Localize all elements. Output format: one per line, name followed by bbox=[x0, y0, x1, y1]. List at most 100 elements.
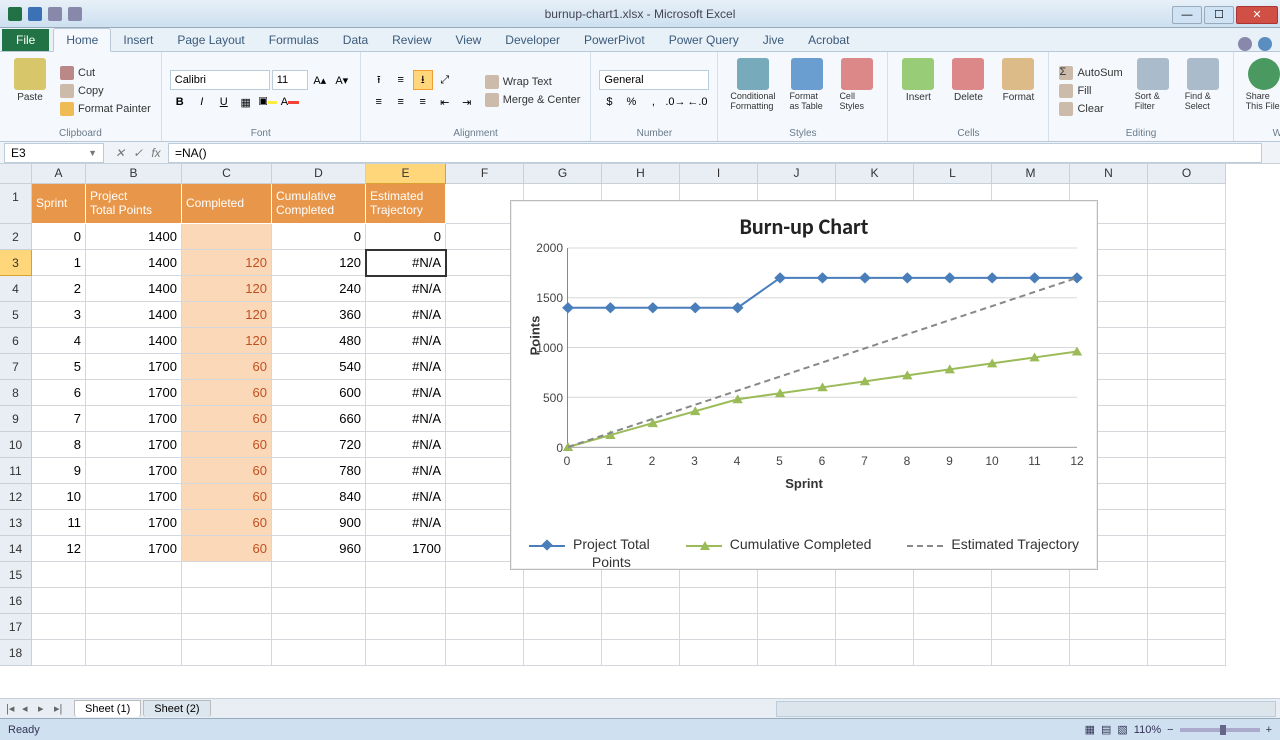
cell[interactable] bbox=[366, 614, 446, 640]
copy-button[interactable]: Copy bbox=[58, 83, 153, 99]
cell[interactable]: 1700 bbox=[86, 510, 182, 536]
cell[interactable] bbox=[366, 562, 446, 588]
maximize-button[interactable]: ☐ bbox=[1204, 6, 1234, 24]
first-sheet-button[interactable]: |◂ bbox=[6, 702, 20, 715]
decrease-font-button[interactable]: A▾ bbox=[332, 70, 352, 90]
cell[interactable] bbox=[1148, 328, 1226, 354]
cell[interactable] bbox=[182, 224, 272, 250]
column-header[interactable]: D bbox=[272, 164, 366, 184]
cell[interactable] bbox=[1148, 588, 1226, 614]
zoom-out-button[interactable]: − bbox=[1167, 724, 1173, 736]
align-middle-button[interactable]: ≡ bbox=[391, 70, 411, 90]
cell[interactable]: 7 bbox=[32, 406, 86, 432]
number-format-select[interactable] bbox=[599, 70, 709, 90]
cell[interactable] bbox=[758, 614, 836, 640]
cell[interactable] bbox=[86, 588, 182, 614]
row-header[interactable]: 6 bbox=[0, 328, 32, 354]
redo-icon[interactable] bbox=[68, 7, 82, 21]
ribbon-tab-page-layout[interactable]: Page Layout bbox=[165, 29, 256, 51]
cell[interactable] bbox=[1148, 302, 1226, 328]
cell[interactable]: 60 bbox=[182, 406, 272, 432]
cell[interactable]: 0 bbox=[32, 224, 86, 250]
cell[interactable]: #N/A bbox=[366, 380, 446, 406]
italic-button[interactable]: I bbox=[192, 92, 212, 112]
row-header[interactable]: 10 bbox=[0, 432, 32, 458]
cell[interactable] bbox=[836, 614, 914, 640]
row-header[interactable]: 15 bbox=[0, 562, 32, 588]
cell[interactable] bbox=[1148, 614, 1226, 640]
formula-input[interactable]: =NA() bbox=[168, 143, 1262, 163]
sheet-tab[interactable]: Sheet (1) bbox=[74, 700, 141, 717]
cell[interactable] bbox=[272, 588, 366, 614]
cell[interactable] bbox=[1148, 224, 1226, 250]
cell[interactable]: #N/A bbox=[366, 510, 446, 536]
cell[interactable] bbox=[524, 588, 602, 614]
next-sheet-button[interactable]: ▸ bbox=[38, 702, 52, 715]
cell[interactable] bbox=[182, 614, 272, 640]
cell[interactable] bbox=[1070, 614, 1148, 640]
sheet-tab[interactable]: Sheet (2) bbox=[143, 700, 210, 717]
bold-button[interactable]: B bbox=[170, 92, 190, 112]
percent-button[interactable]: % bbox=[621, 92, 641, 112]
cell[interactable]: 5 bbox=[32, 354, 86, 380]
cell[interactable]: 2 bbox=[32, 276, 86, 302]
row-header[interactable]: 7 bbox=[0, 354, 32, 380]
increase-decimal-button[interactable]: .0→ bbox=[665, 92, 685, 112]
help-icon[interactable] bbox=[1258, 37, 1272, 51]
cell[interactable] bbox=[992, 588, 1070, 614]
cell[interactable] bbox=[1070, 640, 1148, 666]
cell[interactable]: 60 bbox=[182, 458, 272, 484]
cell[interactable]: 8 bbox=[32, 432, 86, 458]
wrap-text-button[interactable]: Wrap Text bbox=[483, 74, 583, 90]
cell[interactable] bbox=[272, 562, 366, 588]
cell[interactable] bbox=[272, 640, 366, 666]
cell[interactable]: #N/A bbox=[366, 458, 446, 484]
cell[interactable] bbox=[182, 588, 272, 614]
increase-indent-button[interactable]: ⇥ bbox=[457, 92, 477, 112]
cell-styles-button[interactable]: Cell Styles bbox=[835, 56, 879, 126]
share-file-button[interactable]: Share This File bbox=[1242, 56, 1280, 126]
insert-cells-button[interactable]: Insert bbox=[896, 56, 940, 126]
align-right-button[interactable]: ≡ bbox=[413, 92, 433, 112]
column-header[interactable]: H bbox=[602, 164, 680, 184]
column-header[interactable]: F bbox=[446, 164, 524, 184]
column-header[interactable]: I bbox=[680, 164, 758, 184]
cell[interactable] bbox=[1148, 640, 1226, 666]
row-header[interactable]: 16 bbox=[0, 588, 32, 614]
column-header[interactable]: M bbox=[992, 164, 1070, 184]
name-box[interactable]: E3▼ bbox=[4, 143, 104, 163]
file-tab[interactable]: File bbox=[2, 29, 49, 51]
column-header[interactable]: B bbox=[86, 164, 182, 184]
row-header[interactable]: 18 bbox=[0, 640, 32, 666]
cell[interactable]: 1700 bbox=[86, 484, 182, 510]
cell[interactable]: 9 bbox=[32, 458, 86, 484]
cell[interactable] bbox=[446, 640, 524, 666]
cell[interactable]: 1700 bbox=[366, 536, 446, 562]
decrease-indent-button[interactable]: ⇤ bbox=[435, 92, 455, 112]
ribbon-tab-review[interactable]: Review bbox=[380, 29, 443, 51]
cell[interactable] bbox=[1148, 432, 1226, 458]
column-header[interactable]: A bbox=[32, 164, 86, 184]
cell[interactable] bbox=[992, 640, 1070, 666]
conditional-formatting-button[interactable]: Conditional Formatting bbox=[726, 56, 779, 126]
cell[interactable] bbox=[1148, 510, 1226, 536]
cell[interactable]: 1400 bbox=[86, 302, 182, 328]
cell[interactable]: 60 bbox=[182, 484, 272, 510]
row-header[interactable]: 12 bbox=[0, 484, 32, 510]
cell[interactable] bbox=[680, 588, 758, 614]
cell[interactable] bbox=[680, 614, 758, 640]
format-cells-button[interactable]: Format bbox=[996, 56, 1040, 126]
cell[interactable]: #N/A bbox=[366, 432, 446, 458]
zoom-slider[interactable] bbox=[1180, 728, 1260, 732]
cell[interactable] bbox=[914, 640, 992, 666]
row-header[interactable]: 9 bbox=[0, 406, 32, 432]
row-header[interactable]: 17 bbox=[0, 614, 32, 640]
row-header[interactable]: 5 bbox=[0, 302, 32, 328]
cell[interactable] bbox=[366, 640, 446, 666]
select-all-corner[interactable] bbox=[0, 164, 32, 184]
cell[interactable]: 960 bbox=[272, 536, 366, 562]
column-header[interactable]: C bbox=[182, 164, 272, 184]
cell[interactable]: 12 bbox=[32, 536, 86, 562]
cell[interactable]: 240 bbox=[272, 276, 366, 302]
prev-sheet-button[interactable]: ◂ bbox=[22, 702, 36, 715]
